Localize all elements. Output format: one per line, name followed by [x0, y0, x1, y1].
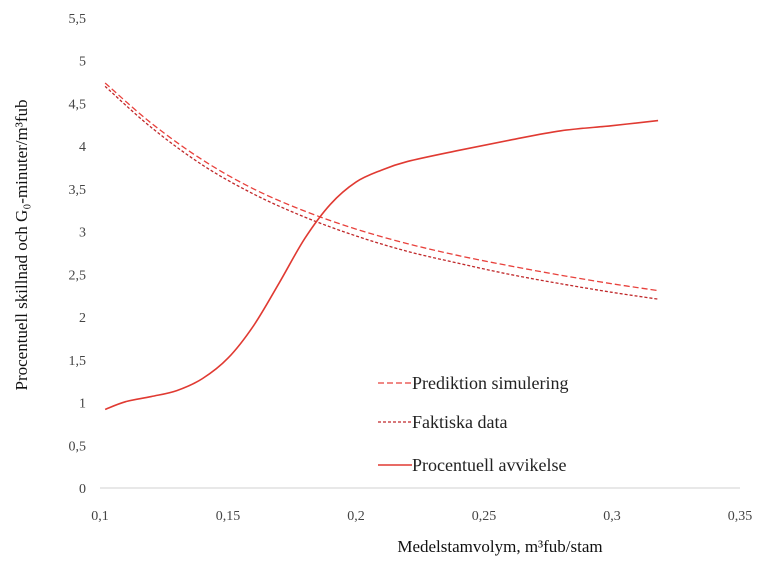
x-tick-label: 0,15	[216, 509, 241, 524]
series-layer	[104, 82, 659, 411]
y-tick-label: 0,5	[69, 439, 87, 454]
y-tick-label: 0	[79, 482, 86, 497]
x-tick-label: 0,25	[472, 509, 497, 524]
series-line-faktiska-data	[104, 85, 659, 300]
y-tick-label: 2	[79, 311, 86, 326]
y-tick-label: 2,5	[69, 268, 87, 283]
x-tick-label: 0,3	[603, 509, 621, 524]
legend: Prediktion simulering Faktiska data Proc…	[378, 373, 569, 475]
y-tick-label: 1,5	[69, 354, 87, 369]
y-axis-ticks: 0 0,5 1 1,5 2 2,5 3 3,5 4 4,5 5 5,5	[69, 12, 87, 497]
y-tick-label: 4,5	[69, 97, 87, 112]
y-tick-label: 1	[79, 397, 86, 412]
series-line-procentuell-avvikelse	[104, 119, 659, 411]
x-tick-label: 0,2	[347, 509, 365, 524]
y-axis-label: Procentuell skillnad och G₀-minuter/m³fu…	[12, 100, 31, 391]
series-line-prediktion-simulering	[104, 82, 659, 292]
x-tick-label: 0,1	[91, 509, 109, 524]
x-tick-label: 0,35	[728, 509, 753, 524]
legend-label-procentuell-avvikelse: Procentuell avvikelse	[412, 455, 566, 475]
x-axis-ticks: 0,1 0,15 0,2 0,25 0,3 0,35	[91, 509, 752, 524]
legend-label-faktiska-data: Faktiska data	[412, 412, 507, 432]
y-tick-label: 5,5	[69, 12, 87, 27]
y-tick-label: 4	[79, 140, 86, 155]
y-tick-label: 3,5	[69, 183, 87, 198]
y-tick-label: 5	[79, 55, 86, 70]
legend-label-prediktion-simulering: Prediktion simulering	[412, 373, 569, 393]
x-axis-label: Medelstamvolym, m³fub/stam	[397, 537, 602, 556]
y-tick-label: 3	[79, 226, 86, 241]
